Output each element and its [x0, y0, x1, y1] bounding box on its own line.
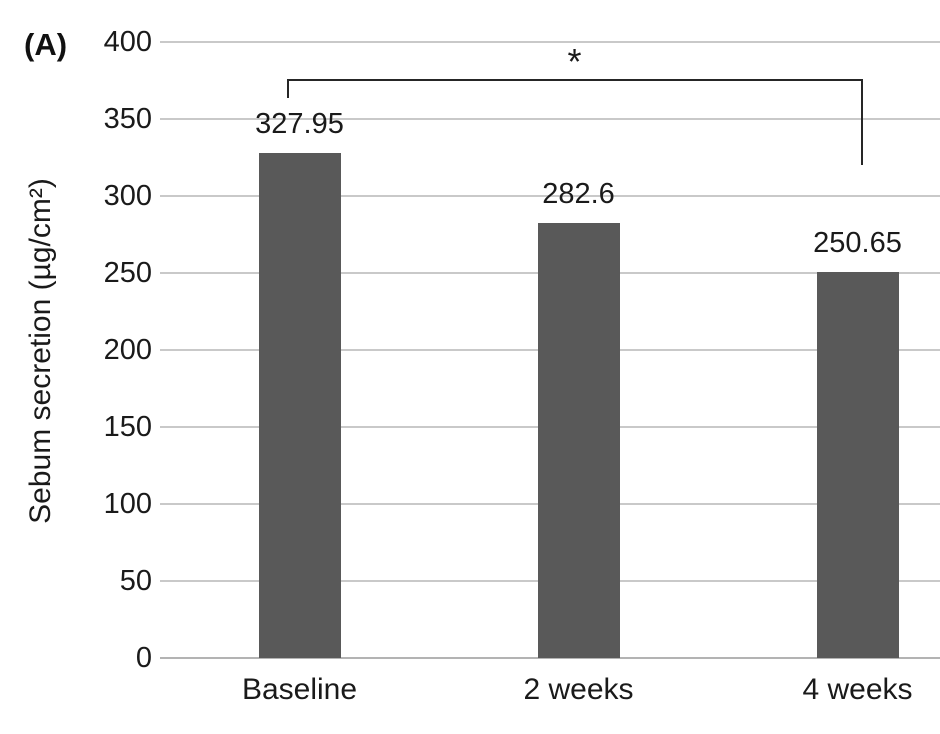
bar-2-weeks	[537, 222, 620, 658]
significance-bracket-bar	[286, 79, 863, 81]
x-axis-category-label: 2 weeks	[523, 673, 634, 706]
y-tick-label: 50	[119, 565, 152, 597]
y-tick-label: 150	[103, 411, 152, 443]
x-axis-category-label: 4 weeks	[802, 673, 913, 706]
gridline	[160, 195, 940, 197]
y-tick-label: 350	[103, 103, 152, 135]
significance-bracket-right-leg	[860, 79, 863, 165]
y-tick-label: 400	[103, 26, 152, 58]
panel-label: (A)	[24, 27, 68, 62]
gridline	[160, 118, 940, 120]
y-tick-label: 200	[103, 334, 152, 366]
bar-value-label: 282.6	[542, 177, 615, 210]
significance-asterisk: *	[567, 41, 582, 82]
y-tick-label: 250	[103, 257, 152, 289]
y-tick-label: 100	[103, 488, 152, 520]
bar-baseline	[258, 152, 341, 658]
x-axis-category-label: Baseline	[241, 673, 358, 706]
y-tick-label: 300	[103, 180, 152, 212]
bar-value-label: 250.65	[813, 226, 902, 259]
y-tick-label: 0	[135, 642, 152, 674]
x-axis-line	[160, 657, 940, 659]
bar-value-label: 327.95	[255, 107, 344, 140]
significance-bracket-left-leg	[286, 79, 289, 98]
gridline	[160, 41, 940, 43]
bar-4-weeks	[816, 271, 899, 658]
